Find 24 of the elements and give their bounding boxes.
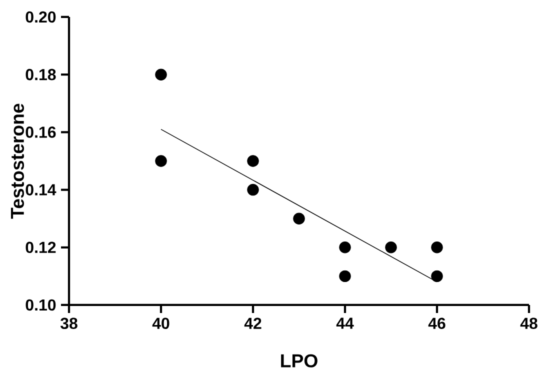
x-tick-label: 44 <box>336 318 354 329</box>
point <box>293 212 305 224</box>
x-tick-label: 46 <box>428 318 446 330</box>
point <box>247 155 259 167</box>
y-tick-label: 0.16 <box>26 126 56 138</box>
y-tick-label: 0.18 <box>26 68 56 80</box>
point <box>431 270 443 282</box>
y-tick-label: 0.10 <box>26 299 56 311</box>
x-tick-label: 40 <box>152 318 170 330</box>
point <box>155 68 167 80</box>
point <box>339 242 351 254</box>
x-tick-label: 38 <box>60 318 78 330</box>
y-axis-title: Testosterone <box>10 104 24 219</box>
y-tick-label: 0.14 <box>26 184 56 196</box>
y-tick-label: 0.12 <box>26 242 56 254</box>
x-tick-label: 42 <box>244 318 262 329</box>
point <box>339 270 351 282</box>
x-axis-title: LPO <box>281 354 318 368</box>
point <box>247 184 259 196</box>
x-tick-label: 48 <box>520 318 538 330</box>
point <box>431 242 443 254</box>
point <box>385 242 397 254</box>
point <box>155 155 167 167</box>
y-tick-label: 0.20 <box>26 11 56 23</box>
